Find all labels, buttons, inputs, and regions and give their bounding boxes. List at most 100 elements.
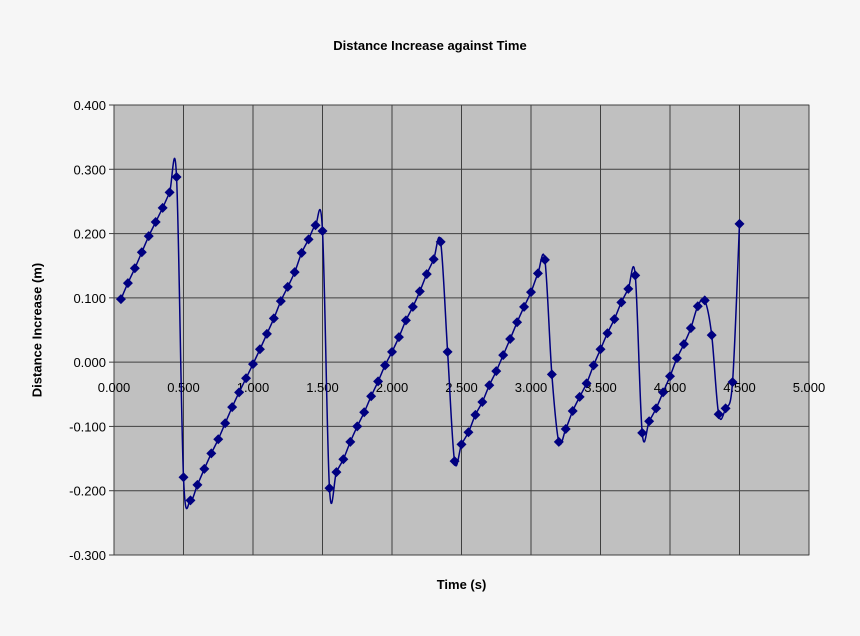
diamond-marker [400,315,411,326]
diamond-marker [171,172,182,182]
diamond-marker [665,371,675,382]
x-tick-label: 0.500 [167,380,200,395]
diamond-marker [282,281,293,292]
diamond-marker [685,323,696,334]
diamond-marker [185,495,196,506]
diamond-marker [366,391,377,402]
y-tick-label: 0.200 [73,227,106,242]
diamond-marker [164,187,175,198]
diamond-marker [178,472,189,483]
diamond-marker [275,296,286,307]
diamond-marker [602,328,613,339]
diamond-marker [484,380,495,391]
diamond-marker [727,377,738,388]
diamond-marker [220,418,231,429]
diamond-marker [143,231,154,242]
diamond-marker [651,403,662,414]
diamond-marker [122,278,133,289]
diamond-marker [206,448,217,459]
diamond-marker [581,378,592,389]
x-tick-label: 1.000 [237,380,270,395]
x-tick-label: 3.000 [515,380,548,395]
x-tick-label: 1.500 [306,380,339,395]
diamond-marker [213,434,224,445]
diamond-marker [296,247,307,258]
diamond-marker [150,217,161,227]
x-tick-label: 5.000 [793,380,826,395]
diamond-marker [268,313,279,324]
diamond-marker [671,353,682,364]
diamond-marker [387,346,397,357]
diamond-marker [303,234,314,245]
x-tick-label: 2.500 [445,380,478,395]
diamond-marker [720,403,731,414]
y-tick-label: 0.400 [73,98,106,113]
chart-title: Distance Increase against Time [333,38,527,53]
diamond-marker [345,436,356,447]
diamond-marker [129,263,140,274]
diamond-marker [463,427,474,438]
diamond-marker [407,301,418,312]
diamond-marker [331,467,342,478]
diamond-marker [595,344,606,355]
diamond-marker [734,218,745,229]
diamond-marker [637,427,648,438]
x-tick-label: 3.500 [584,380,617,395]
diamond-marker [241,373,252,384]
y-tick-label: 0.000 [73,355,106,370]
diamond-marker [421,269,432,280]
diamond-marker [199,463,210,474]
diamond-marker [498,350,509,361]
diamond-marker [678,339,689,350]
diamond-marker [359,407,370,418]
x-tick-label: 0.000 [98,380,131,395]
diamond-marker [588,360,599,371]
y-axis-ticks: 0.400 0.300 0.200 0.100 0.000 -0.100 -0.200 -0.… [69,98,114,563]
diamond-marker [456,439,467,450]
diamond-marker [338,454,349,465]
diamond-marker [560,424,571,434]
diamond-marker [442,346,453,357]
series-markers [115,172,745,506]
diamond-marker [254,344,265,355]
diamond-marker [393,332,404,343]
x-axis-ticks: 0.000 0.500 1.000 1.500 2.000 2.500 3.000 3.500… [98,380,826,395]
y-tick-label: -0.100 [69,419,106,434]
y-tick-label: -0.200 [69,484,106,499]
diamond-marker [567,406,578,416]
y-tick-label: 0.100 [73,291,106,306]
diamond-marker [539,254,550,265]
diamond-marker [234,387,245,398]
diamond-marker [706,330,717,341]
diamond-marker [310,220,321,231]
diamond-marker [546,369,557,380]
x-tick-label: 2.000 [376,380,409,395]
diamond-marker [630,270,641,281]
diamond-marker [414,286,425,297]
diamond-marker [157,202,168,213]
diamond-marker [713,409,724,420]
diamond-marker [115,294,126,305]
x-axis-label: Time (s) [436,577,487,592]
diamond-marker [192,479,203,490]
diamond-marker [658,387,669,398]
diamond-marker [136,247,147,258]
diamond-marker [477,397,488,407]
diamond-marker [553,436,564,447]
diamond-marker [644,416,655,427]
diamond-marker [692,301,703,312]
y-tick-label: -0.300 [69,548,106,563]
y-tick-label: 0.300 [73,162,106,177]
diamond-marker [261,328,272,339]
diamond-marker [491,366,502,377]
diamond-marker [616,297,627,308]
diamond-marker [317,226,328,236]
diamond-marker [227,402,238,413]
diamond-marker [380,360,391,371]
diamond-marker [532,268,543,279]
diamond-marker [505,334,516,344]
diamond-marker [428,254,439,265]
diamond-marker [519,301,530,312]
diamond-marker [699,295,710,306]
